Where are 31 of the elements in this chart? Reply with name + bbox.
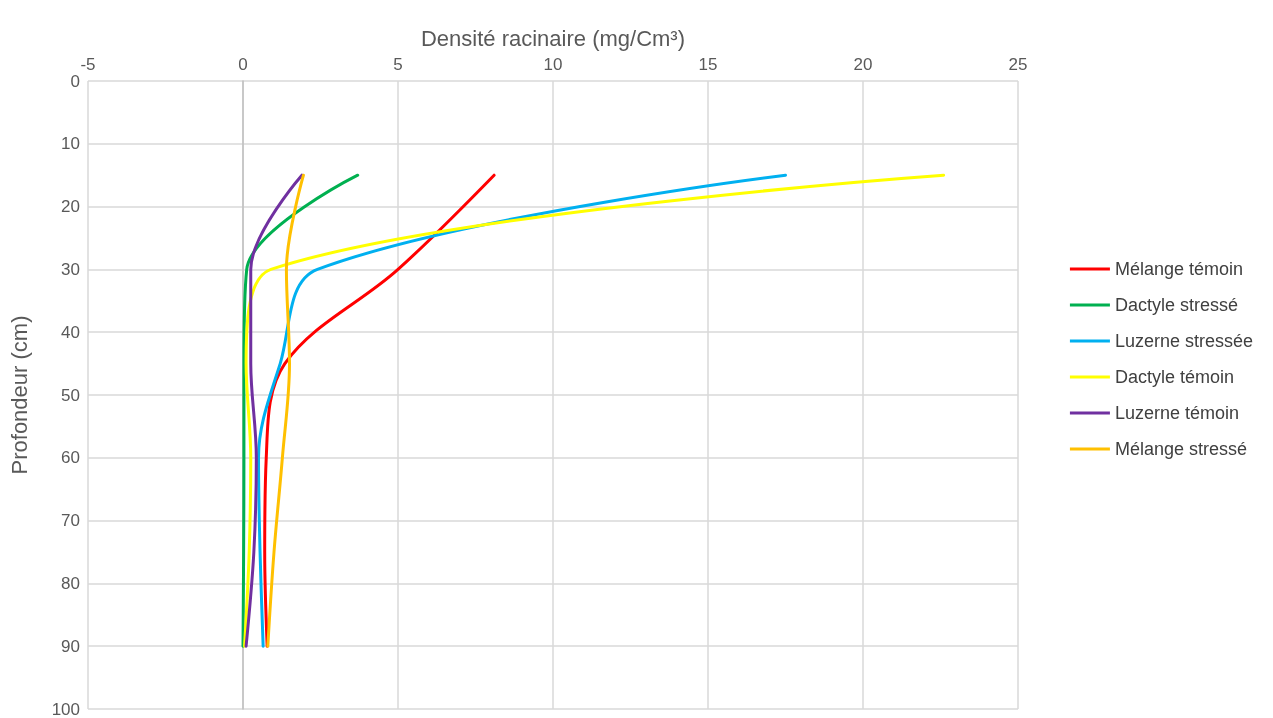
y-tick-label: 90 [61,636,80,656]
y-tick-label: 80 [61,573,80,593]
line-series [257,173,787,648]
line-series [244,173,304,648]
x-tick-label: 20 [853,55,873,74]
x-tick-label: 5 [393,55,403,74]
y-tick-label: 30 [61,259,80,279]
legend-label: Mélange stressé [1114,439,1247,459]
y-tick-label: 40 [61,322,80,342]
y-tick-label: 70 [61,511,80,531]
y-tick-label: 0 [70,71,80,91]
legend-label: Luzerne témoin [1114,403,1239,423]
y-tick-label: 100 [51,699,80,718]
x-tick-label: 15 [698,55,718,74]
y-axis-title: Profondeur (cm) [6,315,32,475]
line-series [243,173,946,648]
y-tick-label: 50 [61,385,80,405]
x-tick-label: 10 [543,55,563,74]
x-tick-label: 0 [238,55,248,74]
line-series [241,173,360,648]
x-axis-title: Densité racinaire (mg/Cm³) [420,25,686,51]
legend-label: Dactyle témoin [1114,367,1234,387]
x-tick-label: -5 [80,55,96,74]
y-tick-label: 10 [61,134,80,154]
legend-label: Dactyle stressé [1114,295,1238,315]
legend-label: Mélange témoin [1114,259,1243,279]
legend-label: Luzerne stressée [1114,331,1253,351]
y-tick-label: 20 [61,197,80,217]
y-tick-label: 60 [61,448,80,468]
x-tick-label: 25 [1008,55,1028,74]
line-series [266,173,305,648]
